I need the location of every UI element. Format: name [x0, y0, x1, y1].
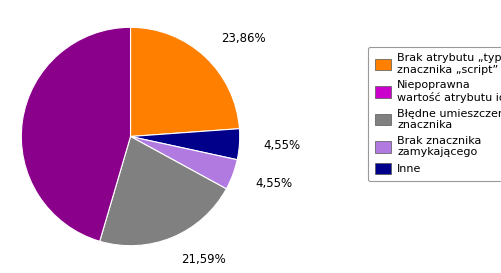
Wedge shape: [130, 136, 237, 189]
Wedge shape: [100, 136, 226, 246]
Wedge shape: [21, 27, 130, 241]
Wedge shape: [130, 27, 239, 136]
Text: 4,55%: 4,55%: [263, 140, 300, 153]
Text: 21,59%: 21,59%: [181, 253, 226, 266]
Text: 23,86%: 23,86%: [221, 32, 266, 46]
Wedge shape: [130, 129, 239, 160]
Text: 4,55%: 4,55%: [255, 177, 292, 189]
Legend: Brak atrybutu „type”
znacznika „script”, Niepoprawna
wartość atrybutu id, Błędne: Brak atrybutu „type” znacznika „script”,…: [367, 46, 501, 181]
